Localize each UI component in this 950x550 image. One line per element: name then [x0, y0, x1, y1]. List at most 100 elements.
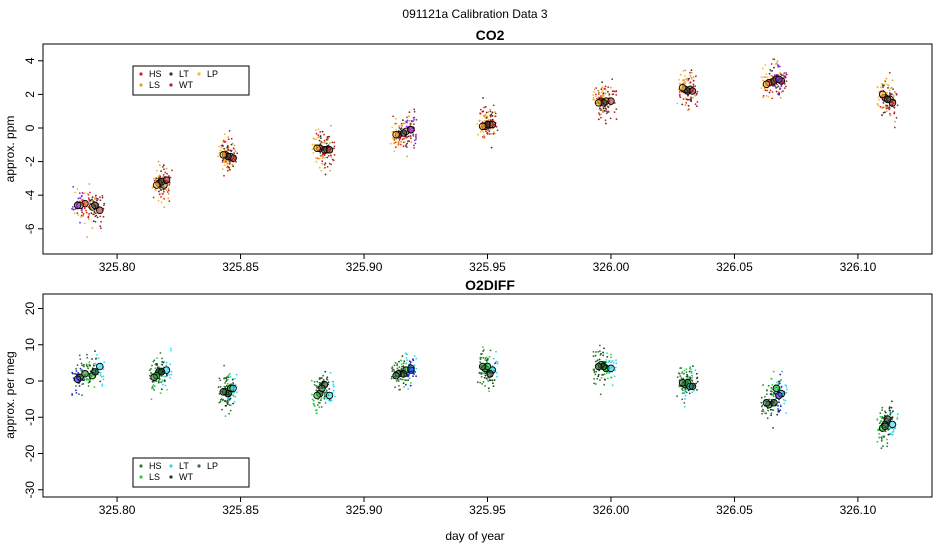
o2diff-data-point [92, 363, 95, 365]
co2-data-point [167, 187, 170, 190]
co2-data-point [613, 111, 616, 113]
co2-data-point [604, 88, 607, 91]
o2diff-axes: 325.80 325.85 325.90 325.95 326.00 326.05 326.… [23, 302, 877, 517]
co2-data-point [163, 190, 165, 193]
co2-data-point [91, 227, 94, 230]
co2-data-point [785, 85, 787, 88]
o2diff-data-point [892, 410, 894, 412]
co2-data-point [689, 71, 691, 74]
co2-mean-marker [325, 146, 334, 154]
o2diff-data-point [232, 402, 234, 405]
o2diff-xtick-label: 325.95 [469, 503, 506, 517]
co2-data-point [80, 216, 82, 218]
o2diff-data-point [785, 384, 787, 387]
co2-data-point [774, 85, 777, 88]
co2-data-point [601, 89, 604, 92]
co2-data-point [486, 133, 489, 135]
co2-data-point [607, 105, 609, 108]
co2-data-point [685, 97, 687, 100]
o2diff-data-point [415, 375, 417, 378]
o2diff-data-point [684, 394, 687, 397]
co2-legend-label-ls: LS [149, 80, 160, 90]
co2-data-point [407, 135, 410, 138]
co2-data-point [217, 155, 219, 158]
co2-data-point [489, 115, 492, 118]
co2-data-point [413, 110, 416, 113]
o2diff-data-point [86, 353, 88, 356]
o2diff-data-point [325, 389, 328, 392]
co2-data-point [785, 80, 788, 83]
co2-ylabel: approx. ppm [3, 116, 17, 183]
o2diff-data-point [879, 412, 882, 415]
co2-data-point [885, 107, 888, 110]
co2-data-point [597, 118, 600, 121]
co2-data-point [151, 186, 154, 189]
o2diff-data-point [223, 377, 226, 380]
co2-data-point [776, 60, 779, 63]
o2diff-title: O2DIFF [465, 277, 515, 293]
co2-data-point [220, 146, 223, 149]
o2diff-data-point [85, 364, 88, 367]
co2-data-point [94, 220, 97, 223]
co2-data-point [785, 72, 787, 74]
o2diff-data-point [391, 366, 394, 368]
o2diff-data-point [696, 389, 698, 391]
o2diff-data-point [770, 412, 773, 415]
o2diff-data-point [76, 364, 79, 366]
co2-data-point [777, 65, 780, 68]
co2-data-point [402, 145, 405, 148]
o2diff-mean-marker [770, 399, 778, 407]
o2diff-data-point [78, 393, 80, 396]
o2diff-data-point [495, 360, 498, 363]
co2-data-point [776, 86, 778, 89]
o2diff-data-point [483, 376, 486, 379]
o2diff-data-point [166, 389, 169, 391]
o2diff-data-point [78, 354, 81, 357]
co2-data-point [221, 144, 224, 147]
o2diff-data-point [891, 400, 893, 403]
o2diff-data-point [396, 363, 399, 365]
co2-data-point [406, 140, 409, 143]
co2-data-point [160, 192, 163, 195]
o2diff-data-point [401, 378, 404, 381]
co2-data-point [160, 170, 163, 173]
co2-data-point [682, 70, 685, 72]
o2diff-data-point [779, 404, 782, 406]
o2diff-mean-marker [318, 384, 326, 393]
co2-data-point [767, 95, 770, 98]
co2-data-point [488, 130, 491, 133]
o2diff-data-point [406, 353, 408, 356]
o2diff-data-point [772, 427, 774, 429]
co2-data-point [877, 104, 880, 107]
co2-data-point [391, 137, 394, 140]
o2diff-data-point [223, 364, 226, 367]
o2diff-data-point [760, 396, 763, 399]
o2diff-data-point [485, 356, 488, 359]
co2-data-point [331, 141, 334, 144]
o2diff-data-point [764, 395, 766, 398]
o2diff-data-point [225, 377, 228, 380]
co2-data-point [315, 160, 318, 163]
co2-data-point [683, 81, 686, 83]
co2-data-point [690, 69, 693, 72]
co2-data-point [768, 72, 771, 75]
co2-data-point [492, 104, 495, 107]
o2diff-data-point [86, 377, 88, 380]
o2diff-data-point [593, 371, 596, 374]
o2diff-data-point [689, 366, 692, 369]
co2-data-point [219, 149, 222, 152]
co2-data-point [479, 112, 482, 115]
o2diff-data-point [783, 402, 786, 405]
o2diff-mean-marker [762, 399, 771, 407]
co2-data-point [315, 138, 318, 141]
o2diff-data-point [218, 377, 221, 380]
o2diff-data-point [764, 412, 767, 415]
o2diff-data-point [323, 391, 325, 394]
o2diff-mean-marker [407, 366, 415, 374]
o2diff-data-point [392, 368, 394, 371]
o2diff-data-point [782, 398, 785, 401]
co2-data-point [685, 102, 688, 105]
o2diff-data-point [395, 380, 398, 382]
o2diff-data-point [883, 436, 885, 438]
o2diff-data-point [94, 350, 96, 352]
